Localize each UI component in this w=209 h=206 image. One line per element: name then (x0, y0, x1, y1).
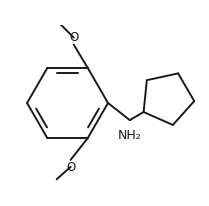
Text: NH₂: NH₂ (118, 129, 142, 143)
Text: O: O (66, 161, 75, 174)
Text: O: O (69, 31, 78, 44)
